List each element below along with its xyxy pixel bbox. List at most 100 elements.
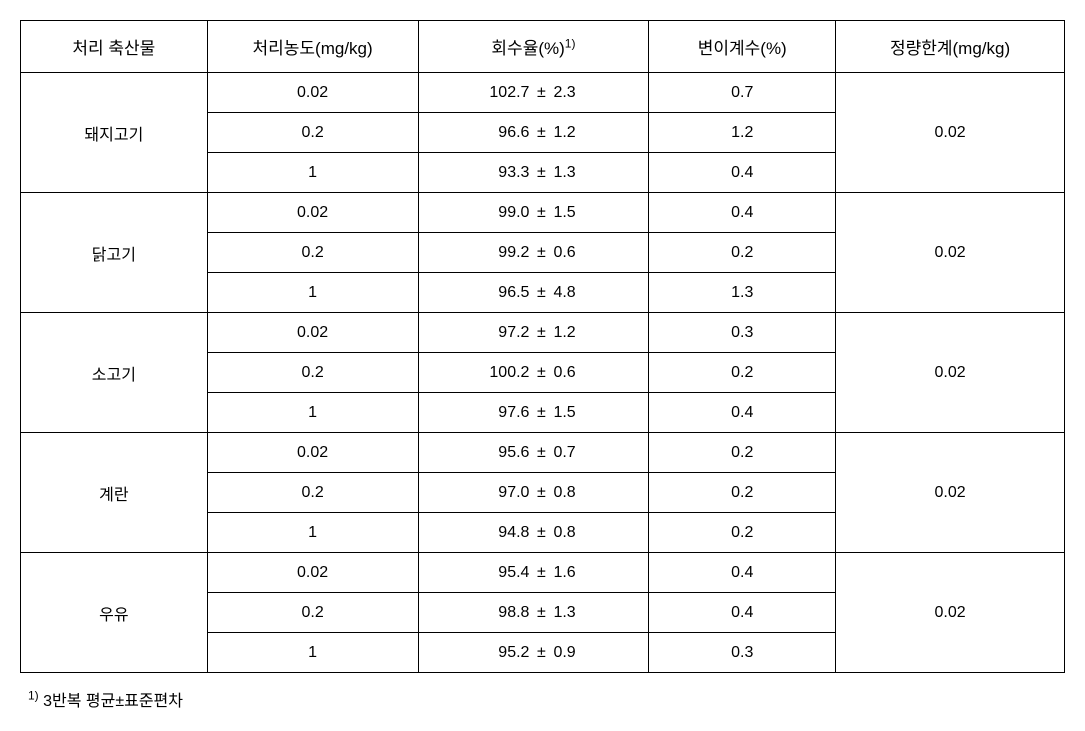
recovery-sd: 1.2 bbox=[553, 124, 585, 142]
recovery-data-table: 처리 축산물 처리농도(mg/kg) 회수율(%)1) 변이계수(%) 정량한계… bbox=[20, 20, 1065, 673]
recovery-mean: 99.0 bbox=[481, 204, 529, 222]
recovery-separator: ± bbox=[529, 644, 553, 662]
cell-loq: 0.02 bbox=[836, 553, 1065, 673]
recovery-separator: ± bbox=[529, 324, 553, 342]
recovery-separator: ± bbox=[529, 484, 553, 502]
recovery-sd: 0.8 bbox=[553, 484, 585, 502]
recovery-sd: 0.7 bbox=[553, 444, 585, 462]
cell-cv: 1.3 bbox=[649, 273, 836, 313]
recovery-separator: ± bbox=[529, 564, 553, 582]
table-row: 계란0.0295.6±0.70.20.02 bbox=[21, 433, 1065, 473]
recovery-mean: 96.5 bbox=[481, 284, 529, 302]
cell-cv: 0.4 bbox=[649, 153, 836, 193]
cell-concentration: 0.2 bbox=[207, 593, 418, 633]
recovery-mean: 96.6 bbox=[481, 124, 529, 142]
recovery-mean: 97.6 bbox=[481, 404, 529, 422]
cell-recovery: 97.6±1.5 bbox=[418, 393, 649, 433]
footnote: 1) 3반복 평균±표준편차 bbox=[28, 687, 1065, 711]
header-recovery-text: 회수율(%) bbox=[491, 39, 564, 58]
recovery-mean: 95.2 bbox=[481, 644, 529, 662]
cell-recovery: 93.3±1.3 bbox=[418, 153, 649, 193]
recovery-sd: 0.9 bbox=[553, 644, 585, 662]
cell-cv: 0.4 bbox=[649, 593, 836, 633]
cell-recovery: 97.2±1.2 bbox=[418, 313, 649, 353]
cell-recovery: 100.2±0.6 bbox=[418, 353, 649, 393]
cell-cv: 0.2 bbox=[649, 233, 836, 273]
recovery-sd: 2.3 bbox=[553, 84, 585, 102]
cell-loq: 0.02 bbox=[836, 73, 1065, 193]
cell-recovery: 98.8±1.3 bbox=[418, 593, 649, 633]
recovery-separator: ± bbox=[529, 604, 553, 622]
recovery-sd: 1.3 bbox=[553, 164, 585, 182]
recovery-mean: 100.2 bbox=[481, 364, 529, 382]
recovery-sd: 1.2 bbox=[553, 324, 585, 342]
footnote-sup: 1) bbox=[28, 689, 39, 703]
recovery-mean: 102.7 bbox=[481, 84, 529, 102]
header-cv: 변이계수(%) bbox=[649, 21, 836, 73]
cell-concentration: 0.2 bbox=[207, 353, 418, 393]
cell-recovery: 95.2±0.9 bbox=[418, 633, 649, 673]
cell-concentration: 0.02 bbox=[207, 313, 418, 353]
cell-sample: 계란 bbox=[21, 433, 208, 553]
cell-concentration: 0.02 bbox=[207, 553, 418, 593]
recovery-mean: 97.0 bbox=[481, 484, 529, 502]
cell-sample: 우유 bbox=[21, 553, 208, 673]
cell-concentration: 0.2 bbox=[207, 233, 418, 273]
recovery-sd: 0.6 bbox=[553, 244, 585, 262]
recovery-separator: ± bbox=[529, 444, 553, 462]
cell-cv: 0.2 bbox=[649, 513, 836, 553]
cell-concentration: 0.2 bbox=[207, 473, 418, 513]
cell-loq: 0.02 bbox=[836, 193, 1065, 313]
recovery-separator: ± bbox=[529, 524, 553, 542]
recovery-sd: 0.8 bbox=[553, 524, 585, 542]
cell-cv: 0.3 bbox=[649, 313, 836, 353]
cell-concentration: 1 bbox=[207, 513, 418, 553]
cell-recovery: 95.6±0.7 bbox=[418, 433, 649, 473]
cell-concentration: 1 bbox=[207, 153, 418, 193]
cell-concentration: 0.02 bbox=[207, 193, 418, 233]
recovery-separator: ± bbox=[529, 284, 553, 302]
cell-concentration: 0.2 bbox=[207, 113, 418, 153]
cell-concentration: 0.02 bbox=[207, 433, 418, 473]
cell-cv: 0.4 bbox=[649, 193, 836, 233]
cell-sample: 소고기 bbox=[21, 313, 208, 433]
recovery-sd: 1.5 bbox=[553, 204, 585, 222]
recovery-sd: 1.6 bbox=[553, 564, 585, 582]
cell-concentration: 0.02 bbox=[207, 73, 418, 113]
recovery-sd: 4.8 bbox=[553, 284, 585, 302]
table-row: 돼지고기0.02102.7±2.30.70.02 bbox=[21, 73, 1065, 113]
table-body: 돼지고기0.02102.7±2.30.70.020.296.6±1.21.219… bbox=[21, 73, 1065, 673]
footnote-text: 3반복 평균±표준편차 bbox=[39, 693, 183, 710]
recovery-mean: 99.2 bbox=[481, 244, 529, 262]
cell-recovery: 96.5±4.8 bbox=[418, 273, 649, 313]
recovery-mean: 95.4 bbox=[481, 564, 529, 582]
header-sample: 처리 축산물 bbox=[21, 21, 208, 73]
cell-recovery: 97.0±0.8 bbox=[418, 473, 649, 513]
recovery-sd: 1.3 bbox=[553, 604, 585, 622]
recovery-separator: ± bbox=[529, 404, 553, 422]
recovery-separator: ± bbox=[529, 244, 553, 262]
cell-sample: 닭고기 bbox=[21, 193, 208, 313]
table-row: 우유0.0295.4±1.60.40.02 bbox=[21, 553, 1065, 593]
cell-concentration: 1 bbox=[207, 393, 418, 433]
cell-recovery: 99.2±0.6 bbox=[418, 233, 649, 273]
table-row: 소고기0.0297.2±1.20.30.02 bbox=[21, 313, 1065, 353]
cell-cv: 0.4 bbox=[649, 393, 836, 433]
cell-recovery: 94.8±0.8 bbox=[418, 513, 649, 553]
recovery-mean: 93.3 bbox=[481, 164, 529, 182]
cell-cv: 0.2 bbox=[649, 473, 836, 513]
recovery-sd: 1.5 bbox=[553, 404, 585, 422]
recovery-mean: 94.8 bbox=[481, 524, 529, 542]
cell-cv: 0.3 bbox=[649, 633, 836, 673]
cell-recovery: 95.4±1.6 bbox=[418, 553, 649, 593]
header-loq: 정량한계(mg/kg) bbox=[836, 21, 1065, 73]
cell-cv: 0.2 bbox=[649, 433, 836, 473]
recovery-separator: ± bbox=[529, 164, 553, 182]
table-header-row: 처리 축산물 처리농도(mg/kg) 회수율(%)1) 변이계수(%) 정량한계… bbox=[21, 21, 1065, 73]
recovery-sd: 0.6 bbox=[553, 364, 585, 382]
table-row: 닭고기0.0299.0±1.50.40.02 bbox=[21, 193, 1065, 233]
cell-concentration: 1 bbox=[207, 273, 418, 313]
cell-recovery: 96.6±1.2 bbox=[418, 113, 649, 153]
cell-cv: 0.4 bbox=[649, 553, 836, 593]
cell-recovery: 102.7±2.3 bbox=[418, 73, 649, 113]
